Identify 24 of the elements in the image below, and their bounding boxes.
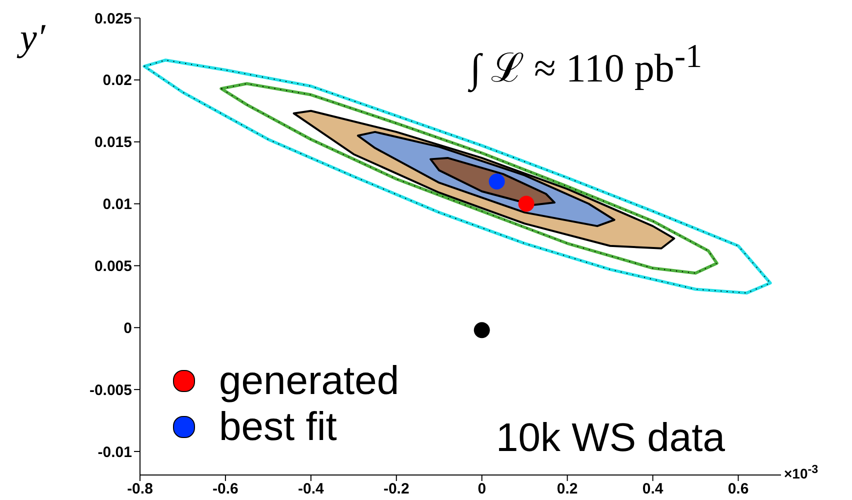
x-tick-label: -0.4 <box>298 480 325 498</box>
y-tick-label: 0.02 <box>102 72 132 90</box>
x-tick-label: 0.4 <box>642 480 664 498</box>
y-tick-label: 0.005 <box>94 258 132 276</box>
text: ×10$^{-3}$ <box>784 463 818 482</box>
x-tick-label: -0.6 <box>212 480 238 498</box>
x-tick-label: 0 <box>478 480 486 498</box>
y-tick-label: 0.025 <box>94 10 132 28</box>
annotation: ∫ ℒ ≈ 110 pb$^{-1}$ <box>470 38 702 94</box>
legend-label: best fit <box>219 404 337 450</box>
x-tick-label: 0.6 <box>728 480 749 498</box>
annotation: 10k WS data <box>496 416 726 461</box>
y-tick-label: 0.01 <box>102 196 132 214</box>
point <box>474 322 490 338</box>
point <box>488 173 505 190</box>
y-tick-label: 0.015 <box>94 134 132 152</box>
y-tick-label: 0 <box>124 320 132 337</box>
x-tick-label: -0.2 <box>383 480 410 498</box>
x-tick-label: -0.8 <box>127 480 153 498</box>
point <box>518 196 534 212</box>
x-tick-label: 0.2 <box>556 480 578 498</box>
y-tick-label: -0.01 <box>98 444 132 461</box>
legend-label: generated <box>219 358 400 404</box>
y-tick-label: -0.005 <box>89 382 132 399</box>
